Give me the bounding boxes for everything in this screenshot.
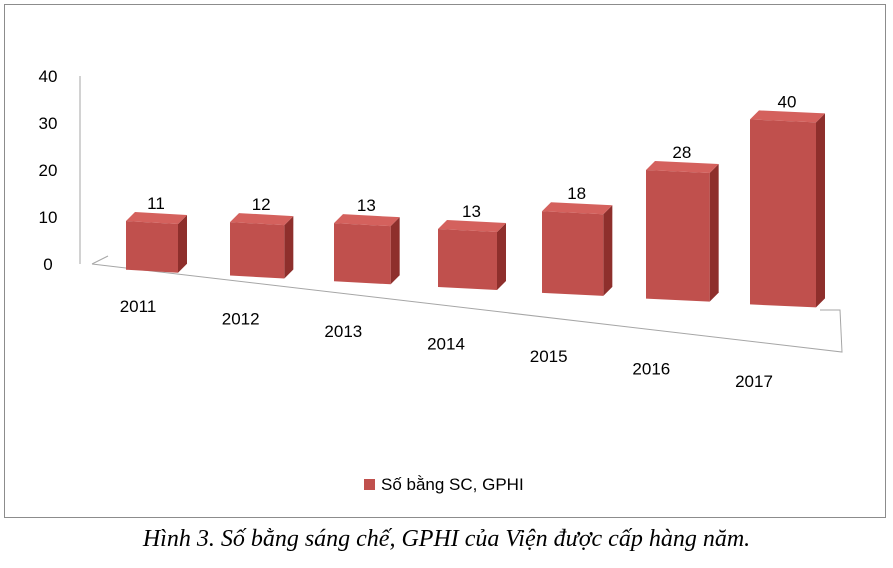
y-tick-label: 10	[39, 208, 58, 227]
y-tick-label: 0	[43, 255, 52, 274]
bar-front-face	[230, 222, 285, 279]
y-tick-label: 40	[39, 67, 58, 86]
chart-axes	[79, 76, 843, 353]
floor-front-edge	[91, 263, 843, 353]
bar-top-face	[646, 161, 719, 174]
bar-top-face	[126, 212, 187, 225]
bar-side-face	[816, 113, 825, 308]
bar-side-face	[284, 216, 294, 279]
bar-front-face	[542, 211, 604, 296]
y-tick-label: 30	[39, 114, 58, 133]
legend: Số bằng SC, GPHI	[364, 475, 524, 494]
data-label: 18	[567, 184, 586, 203]
bar-top-face	[334, 214, 400, 227]
bar-top-face	[438, 219, 506, 232]
bars	[126, 110, 825, 308]
data-label: 28	[672, 143, 691, 162]
x-category-label: 2011	[120, 297, 157, 316]
bar-side-face	[603, 205, 613, 296]
data-label: 11	[147, 194, 165, 213]
data-label: 40	[778, 92, 797, 111]
y-axis-ticks: 0 10 20 30 40	[39, 67, 58, 274]
bar-top-face	[750, 110, 825, 123]
data-label: 13	[357, 196, 376, 215]
bar-2016	[646, 161, 719, 302]
bar-2015	[542, 202, 613, 296]
legend-swatch	[364, 479, 375, 490]
data-labels: 11 12 13 13 18 28 40	[147, 92, 796, 221]
figure-caption: Hình 3. Số bằng sáng chế, GPHI của Viện …	[142, 526, 751, 552]
bar-front-face	[750, 119, 816, 308]
data-label: 12	[252, 195, 271, 214]
bar-2017	[750, 110, 825, 308]
bar-top-face	[230, 213, 294, 226]
bar-side-face	[709, 164, 719, 302]
bar-side-face	[390, 217, 400, 285]
x-category-label: 2012	[222, 310, 260, 329]
bar-2014	[438, 219, 506, 291]
bar-front-face	[646, 170, 710, 302]
bar-top-face	[542, 202, 613, 215]
data-label: 13	[462, 202, 481, 221]
x-axis-categories: 2011 2012 2013 2014 2015 2016 2017	[120, 297, 773, 391]
bar-2012	[230, 213, 294, 279]
x-category-label: 2013	[324, 322, 362, 341]
bar-front-face	[126, 221, 178, 273]
x-category-label: 2015	[530, 347, 568, 366]
floor-left-edge	[91, 255, 109, 265]
bar-side-face	[178, 215, 187, 273]
y-tick-label: 20	[39, 161, 58, 180]
bar-2011	[126, 212, 187, 273]
bar-side-face	[497, 222, 506, 291]
bar-front-face	[438, 228, 497, 291]
legend-label: Số bằng SC, GPHI	[381, 475, 524, 494]
bar-front-face	[334, 223, 391, 285]
x-category-label: 2016	[632, 360, 670, 379]
bar-2013	[334, 214, 400, 285]
x-category-label: 2014	[427, 335, 465, 354]
x-category-label: 2017	[735, 372, 773, 391]
